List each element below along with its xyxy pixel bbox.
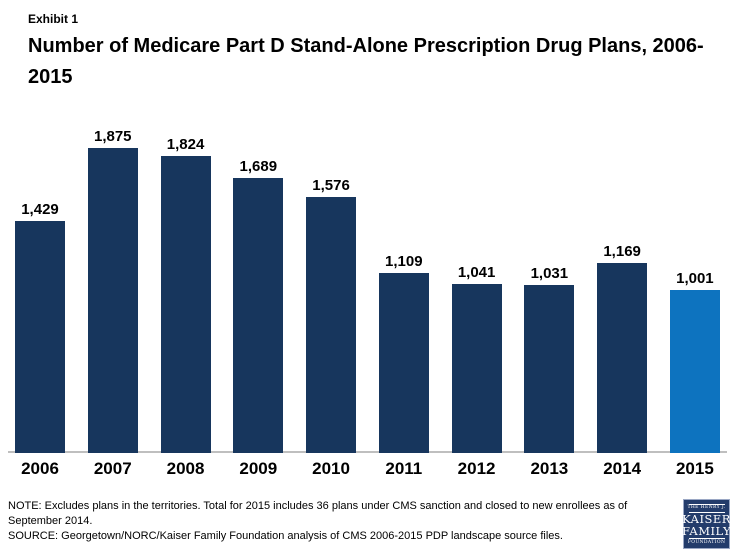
bar-column-2012: 1,041	[451, 263, 502, 453]
bar-value-label: 1,875	[93, 128, 132, 145]
x-axis-label-2014: 2014	[603, 459, 642, 478]
kaiser-family-foundation-logo: THE HENRY J. KAISER FAMILY FOUNDATION	[681, 499, 732, 549]
logo-top-text: THE HENRY J.	[687, 505, 726, 511]
bar-2011	[378, 272, 429, 453]
bar-column-2009: 1,689	[233, 158, 284, 453]
bar-2014	[597, 262, 648, 453]
bar-value-label: 1,429	[21, 200, 59, 218]
bar-column-2006: 1,429	[15, 200, 65, 453]
exhibit-label: Exhibit 1	[28, 12, 79, 26]
bar-value-label: 1,689	[239, 158, 278, 176]
bar-column-2013: 1,031	[524, 265, 575, 453]
bar-value-label: 1,824	[166, 136, 205, 154]
header: Exhibit 1 Number of Medicare Part D Stan…	[0, 0, 735, 93]
x-axis-label-2011: 2011	[385, 459, 423, 478]
bar-2012	[451, 283, 502, 453]
bar-column-2008: 1,824	[160, 136, 211, 453]
page-title: Number of Medicare Part D Stand-Alone Pr…	[28, 35, 704, 88]
x-axis-label-2009: 2009	[239, 459, 278, 478]
x-axis-label-2008: 2008	[166, 459, 205, 478]
note-text: NOTE: Excludes plans in the territories.…	[8, 500, 628, 527]
logo-kaiser-text: KAISER	[682, 512, 731, 527]
bar-column-2015: 1,001	[669, 270, 720, 453]
bar-2015	[669, 290, 720, 453]
bars-row: 1,429 1,875 1,824 1,689 1,576 1,109 1,041 1,031…	[15, 120, 720, 453]
bar-value-label: 1,169	[603, 242, 641, 260]
bar-2013	[524, 285, 575, 453]
x-axis-row: 2006 2007 2008 2009 2010 2011 2012 2013 2014 2015	[15, 459, 720, 479]
x-axis-label-2006: 2006	[21, 459, 59, 478]
bar-value-label: 1,576	[312, 176, 350, 194]
bar-2009	[233, 178, 284, 453]
bar-column-2010: 1,576	[306, 176, 357, 453]
bar-2008	[160, 156, 211, 453]
bar-value-label: 1,001	[676, 270, 714, 288]
bar-value-label: 1,031	[530, 265, 569, 283]
bar-chart: 1,429 1,875 1,824 1,689 1,576 1,109 1,041 1,031…	[8, 120, 727, 453]
x-axis-label-2015: 2015	[675, 459, 714, 478]
x-axis-label-2012: 2012	[457, 459, 496, 478]
bar-2007	[87, 148, 138, 453]
bar-2006	[15, 220, 65, 453]
bar-column-2007: 1,875	[87, 128, 138, 453]
source-text: SOURCE: Georgetown/NORC/Kaiser Family Fo…	[8, 530, 563, 543]
footer-notes: NOTE: Excludes plans in the territories.…	[8, 499, 680, 544]
bar-value-label: 1,109	[385, 252, 423, 270]
x-axis-label-2013: 2013	[530, 459, 569, 478]
bar-value-label: 1,041	[457, 263, 496, 281]
bar-column-2011: 1,109	[378, 252, 429, 453]
logo-family-text: FAMILY	[681, 524, 732, 539]
x-axis-label-2007: 2007	[93, 459, 132, 478]
x-axis-label-2010: 2010	[312, 459, 350, 478]
logo-bottom-text: FOUNDATION	[687, 539, 726, 545]
bar-2010	[306, 196, 357, 453]
x-axis-line	[8, 451, 727, 453]
bar-column-2014: 1,169	[597, 242, 648, 453]
